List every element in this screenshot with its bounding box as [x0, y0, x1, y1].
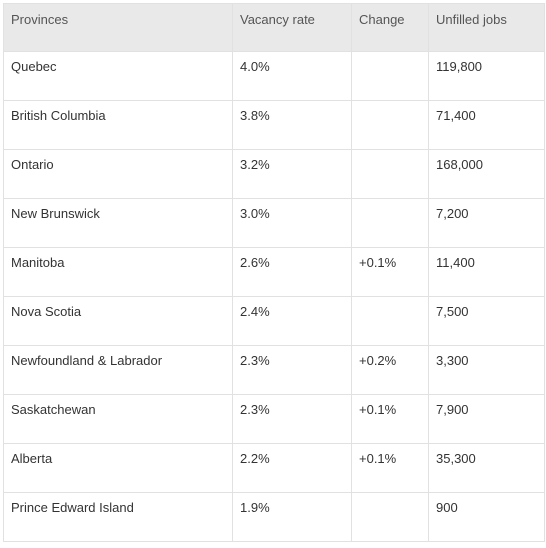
- header-change: Change: [351, 3, 429, 52]
- table-row: Saskatchewan 2.3% +0.1% 7,900: [3, 394, 545, 444]
- table-row: New Brunswick 3.0% 7,200: [3, 198, 545, 248]
- cell-vacancy-rate: 1.9%: [232, 492, 352, 542]
- cell-province: Newfoundland & Labrador: [3, 345, 233, 395]
- table-body: Quebec 4.0% 119,800 British Columbia 3.8…: [3, 51, 545, 542]
- cell-province: New Brunswick: [3, 198, 233, 248]
- cell-change: +0.2%: [351, 345, 429, 395]
- cell-unfilled-jobs: 119,800: [428, 51, 545, 101]
- cell-province: Alberta: [3, 443, 233, 493]
- cell-unfilled-jobs: 168,000: [428, 149, 545, 199]
- cell-change: [351, 51, 429, 101]
- cell-vacancy-rate: 2.6%: [232, 247, 352, 297]
- cell-unfilled-jobs: 7,900: [428, 394, 545, 444]
- table-row: Manitoba 2.6% +0.1% 11,400: [3, 247, 545, 297]
- cell-unfilled-jobs: 900: [428, 492, 545, 542]
- table-row: Prince Edward Island 1.9% 900: [3, 492, 545, 542]
- cell-change: [351, 100, 429, 150]
- cell-province: Manitoba: [3, 247, 233, 297]
- cell-unfilled-jobs: 11,400: [428, 247, 545, 297]
- cell-province: Ontario: [3, 149, 233, 199]
- header-row: Provinces Vacancy rate Change Unfilled j…: [3, 3, 545, 52]
- cell-unfilled-jobs: 7,200: [428, 198, 545, 248]
- cell-vacancy-rate: 3.0%: [232, 198, 352, 248]
- cell-change: [351, 296, 429, 346]
- table-row: Newfoundland & Labrador 2.3% +0.2% 3,300: [3, 345, 545, 395]
- cell-province: Prince Edward Island: [3, 492, 233, 542]
- cell-vacancy-rate: 3.2%: [232, 149, 352, 199]
- cell-unfilled-jobs: 71,400: [428, 100, 545, 150]
- cell-vacancy-rate: 2.2%: [232, 443, 352, 493]
- cell-vacancy-rate: 3.8%: [232, 100, 352, 150]
- cell-change: [351, 198, 429, 248]
- vacancy-table-container: Provinces Vacancy rate Change Unfilled j…: [3, 3, 545, 546]
- vacancy-table: Provinces Vacancy rate Change Unfilled j…: [3, 3, 545, 542]
- cell-change: +0.1%: [351, 247, 429, 297]
- table-row: Quebec 4.0% 119,800: [3, 51, 545, 101]
- cell-change: +0.1%: [351, 394, 429, 444]
- header-provinces: Provinces: [3, 3, 233, 52]
- table-row: Alberta 2.2% +0.1% 35,300: [3, 443, 545, 493]
- cell-province: British Columbia: [3, 100, 233, 150]
- cell-vacancy-rate: 2.3%: [232, 394, 352, 444]
- cell-unfilled-jobs: 7,500: [428, 296, 545, 346]
- cell-change: +0.1%: [351, 443, 429, 493]
- cell-unfilled-jobs: 3,300: [428, 345, 545, 395]
- table-row: British Columbia 3.8% 71,400: [3, 100, 545, 150]
- table-row: Nova Scotia 2.4% 7,500: [3, 296, 545, 346]
- cell-vacancy-rate: 4.0%: [232, 51, 352, 101]
- cell-change: [351, 492, 429, 542]
- header-vacancy-rate: Vacancy rate: [232, 3, 352, 52]
- table-header: Provinces Vacancy rate Change Unfilled j…: [3, 3, 545, 52]
- cell-province: Quebec: [3, 51, 233, 101]
- cell-province: Nova Scotia: [3, 296, 233, 346]
- cell-province: Saskatchewan: [3, 394, 233, 444]
- cell-vacancy-rate: 2.3%: [232, 345, 352, 395]
- cell-change: [351, 149, 429, 199]
- table-row: Ontario 3.2% 168,000: [3, 149, 545, 199]
- cell-unfilled-jobs: 35,300: [428, 443, 545, 493]
- header-unfilled-jobs: Unfilled jobs: [428, 3, 545, 52]
- cell-vacancy-rate: 2.4%: [232, 296, 352, 346]
